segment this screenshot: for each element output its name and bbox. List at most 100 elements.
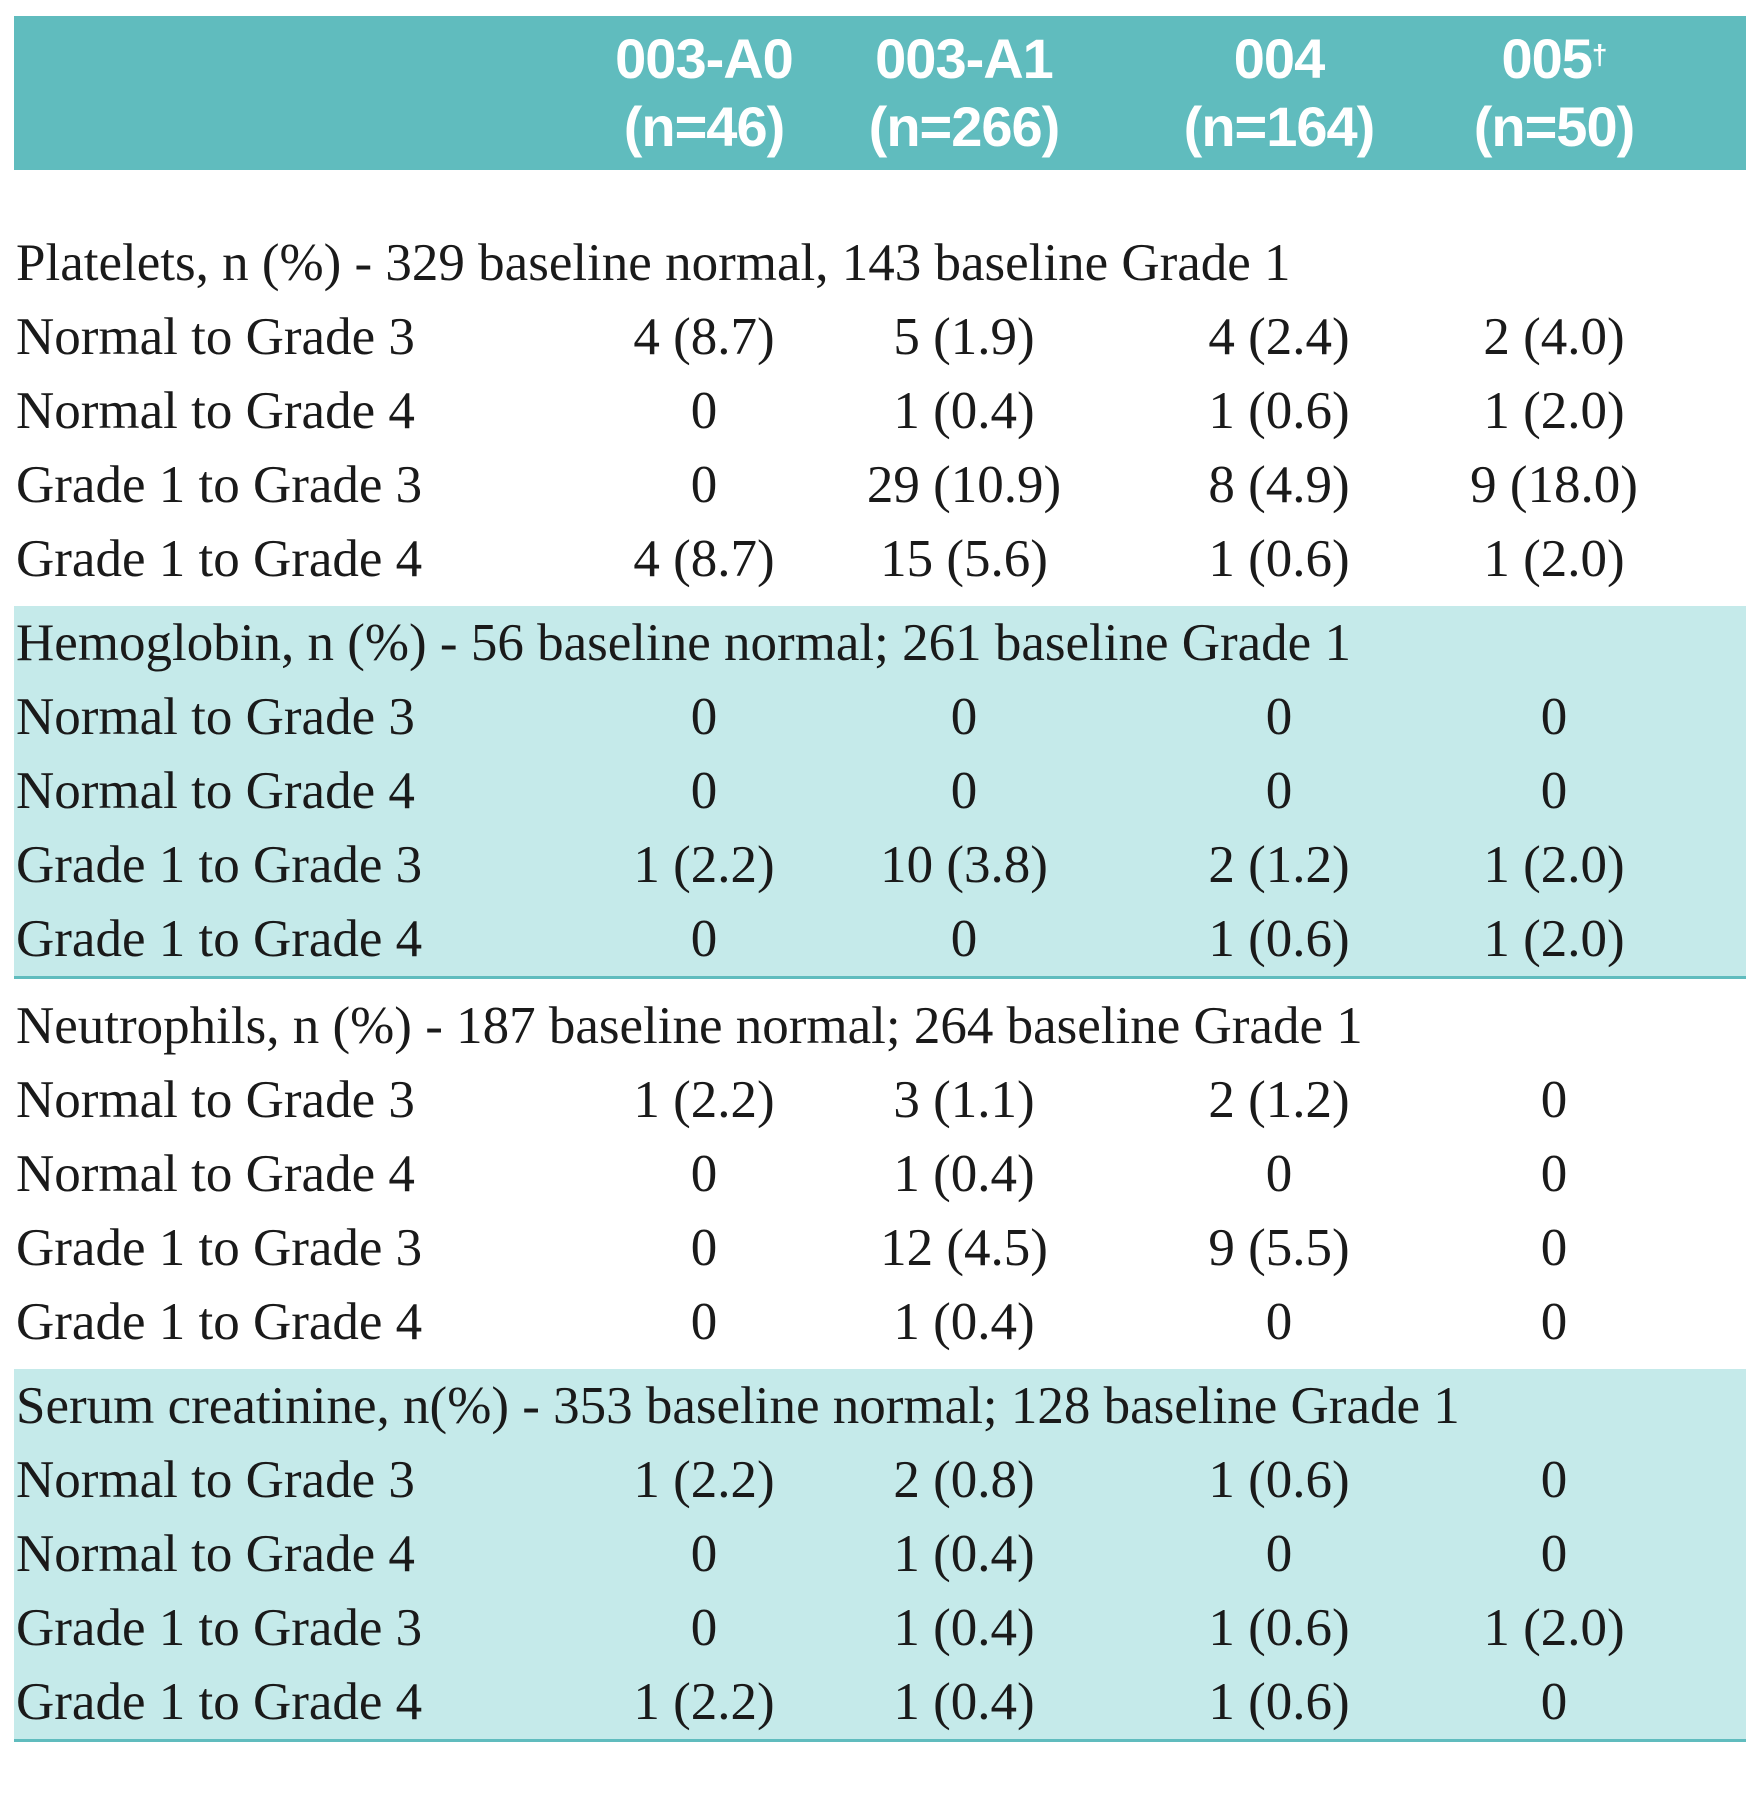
table-row: Grade 1 to Grade 4 1 (2.2) 1 (0.4) 1 (0.6) 0 [14, 1665, 1746, 1739]
row-label: Normal to Grade 4 [16, 382, 415, 440]
table-row: Normal to Grade 3 0 0 0 0 [14, 680, 1746, 754]
row-label: Grade 1 to Grade 4 [16, 1673, 423, 1731]
table-row: Normal to Grade 4 0 1 (0.4) 1 (0.6) 1 (2.0) [14, 374, 1746, 448]
table-cell: 9 (5.5) [1208, 1219, 1350, 1277]
table-cell: 0 [690, 762, 718, 820]
table-cell: 1 (0.4) [893, 1293, 1035, 1351]
row-label: Normal to Grade 4 [16, 1145, 415, 1203]
table-body: Platelets, n (%) - 329 baseline normal, … [14, 226, 1746, 1742]
table-row: Normal to Grade 3 4 (8.7) 5 (1.9) 4 (2.4) 2 … [14, 300, 1746, 374]
table-cell: 4 (8.7) [633, 530, 775, 588]
column-id: 004 [1233, 27, 1325, 90]
column-n: (n=46) [623, 95, 785, 158]
table-cell: 1 (2.0) [1483, 910, 1625, 968]
section-title: Platelets, n (%) - 329 baseline normal, … [16, 234, 1291, 292]
row-label: Grade 1 to Grade 3 [16, 1599, 423, 1657]
column-id: 003-A1 [875, 27, 1054, 90]
table-cell: 8 (4.9) [1208, 456, 1350, 514]
column-id: 005 [1501, 27, 1592, 90]
table-cell: 0 [690, 910, 718, 968]
table-header: 003-A0 (n=46) 003-A1 (n=266) 004 (n=164)… [14, 16, 1746, 170]
table-cell: 1 (0.4) [893, 1145, 1035, 1203]
section-title: Hemoglobin, n (%) - 56 baseline normal; … [16, 614, 1351, 672]
section-title: Serum creatinine, n(%) - 353 baseline no… [16, 1377, 1460, 1435]
table-cell: 4 (2.4) [1208, 308, 1350, 366]
section-platelets: Platelets, n (%) - 329 baseline normal, … [14, 226, 1746, 596]
table-cell: 5 (1.9) [893, 308, 1035, 366]
table-cell: 4 (8.7) [633, 308, 775, 366]
table-cell: 0 [690, 1145, 718, 1203]
table-cell: 0 [690, 1293, 718, 1351]
lab-abnormalities-table: 003-A0 (n=46) 003-A1 (n=266) 004 (n=164)… [14, 16, 1746, 1742]
table-cell: 0 [690, 1525, 718, 1583]
row-label: Normal to Grade 3 [16, 308, 415, 366]
table-cell: 29 (10.9) [866, 456, 1062, 514]
table-row: Normal to Grade 4 0 0 0 0 [14, 754, 1746, 828]
table-cell: 1 (0.4) [893, 1525, 1035, 1583]
table-row: Grade 1 to Grade 4 4 (8.7) 15 (5.6) 1 (0.6)… [14, 522, 1746, 596]
table-cell: 0 [690, 456, 718, 514]
column-n: (n=164) [1183, 95, 1376, 158]
table-cell: 1 (2.0) [1483, 530, 1625, 588]
table-cell: 0 [690, 1219, 718, 1277]
row-label: Normal to Grade 4 [16, 1525, 415, 1583]
section-serum-creatinine: Serum creatinine, n(%) - 353 baseline no… [14, 1369, 1746, 1742]
table-cell: 1 (0.6) [1208, 1451, 1350, 1509]
table-cell: 1 (0.6) [1208, 382, 1350, 440]
table-cell: 1 (2.0) [1483, 1599, 1625, 1657]
table-cell: 1 (2.2) [633, 1071, 775, 1129]
row-label: Grade 1 to Grade 4 [16, 910, 423, 968]
table-cell: 0 [1540, 1219, 1568, 1277]
table-cell: 0 [1540, 1293, 1568, 1351]
table-row: Normal to Grade 3 1 (2.2) 3 (1.1) 2 (1.2) 0 [14, 1063, 1746, 1137]
table-cell: 1 (0.4) [893, 382, 1035, 440]
table-row: Grade 1 to Grade 3 0 1 (0.4) 1 (0.6) 1 (2.0) [14, 1591, 1746, 1665]
section-gap [14, 979, 1746, 989]
column-header-004: 004 (n=164) [1129, 16, 1429, 170]
table-cell: 0 [1540, 1145, 1568, 1203]
row-label: Normal to Grade 3 [16, 688, 415, 746]
section-hemoglobin: Hemoglobin, n (%) - 56 baseline normal; … [14, 606, 1746, 979]
table-cell: 0 [1265, 1293, 1293, 1351]
table-row: Grade 1 to Grade 4 0 0 1 (0.6) 1 (2.0) [14, 902, 1746, 976]
row-label: Normal to Grade 3 [16, 1451, 415, 1509]
column-id: 003-A0 [615, 27, 794, 90]
footnote-dagger-mark: † [1591, 39, 1608, 70]
table-cell: 1 (2.0) [1483, 382, 1625, 440]
table-row: Normal to Grade 4 0 1 (0.4) 0 0 [14, 1137, 1746, 1211]
table-cell: 0 [1540, 1451, 1568, 1509]
table-cell: 2 (4.0) [1483, 308, 1625, 366]
table-cell: 1 (0.6) [1208, 1673, 1350, 1731]
column-header-003-a0: 003-A0 (n=46) [554, 16, 854, 170]
column-n: (n=50) [1473, 95, 1635, 158]
table-cell: 0 [950, 688, 978, 746]
table-cell: 1 (0.6) [1208, 530, 1350, 588]
table-row: Normal to Grade 4 0 1 (0.4) 0 0 [14, 1517, 1746, 1591]
table-cell: 1 (0.4) [893, 1673, 1035, 1731]
table-cell: 2 (0.8) [893, 1451, 1035, 1509]
table-cell: 9 (18.0) [1470, 456, 1638, 514]
table-cell: 1 (0.6) [1208, 910, 1350, 968]
table-cell: 0 [1540, 1673, 1568, 1731]
section-neutrophils: Neutrophils, n (%) - 187 baseline normal… [14, 989, 1746, 1359]
table-cell: 0 [1540, 688, 1568, 746]
table-cell: 1 (2.2) [633, 836, 775, 894]
header-spacer [14, 170, 1746, 226]
table-cell: 2 (1.2) [1208, 1071, 1350, 1129]
section-gap [14, 1359, 1746, 1369]
table-cell: 0 [950, 910, 978, 968]
table-cell: 0 [690, 382, 718, 440]
row-label: Grade 1 to Grade 3 [16, 456, 423, 514]
row-label: Normal to Grade 3 [16, 1071, 415, 1129]
table-row: Grade 1 to Grade 3 0 29 (10.9) 8 (4.9) 9 (18… [14, 448, 1746, 522]
table-cell: 1 (2.2) [633, 1673, 775, 1731]
table-cell: 0 [950, 762, 978, 820]
table-cell: 3 (1.1) [893, 1071, 1035, 1129]
table-row: Grade 1 to Grade 4 0 1 (0.4) 0 0 [14, 1285, 1746, 1359]
table-cell: 0 [1540, 1525, 1568, 1583]
table-cell: 10 (3.8) [880, 836, 1048, 894]
column-header-003-a1: 003-A1 (n=266) [814, 16, 1114, 170]
table-cell: 1 (0.4) [893, 1599, 1035, 1657]
table-row: Normal to Grade 3 1 (2.2) 2 (0.8) 1 (0.6) 0 [14, 1443, 1746, 1517]
table-cell: 0 [1540, 762, 1568, 820]
